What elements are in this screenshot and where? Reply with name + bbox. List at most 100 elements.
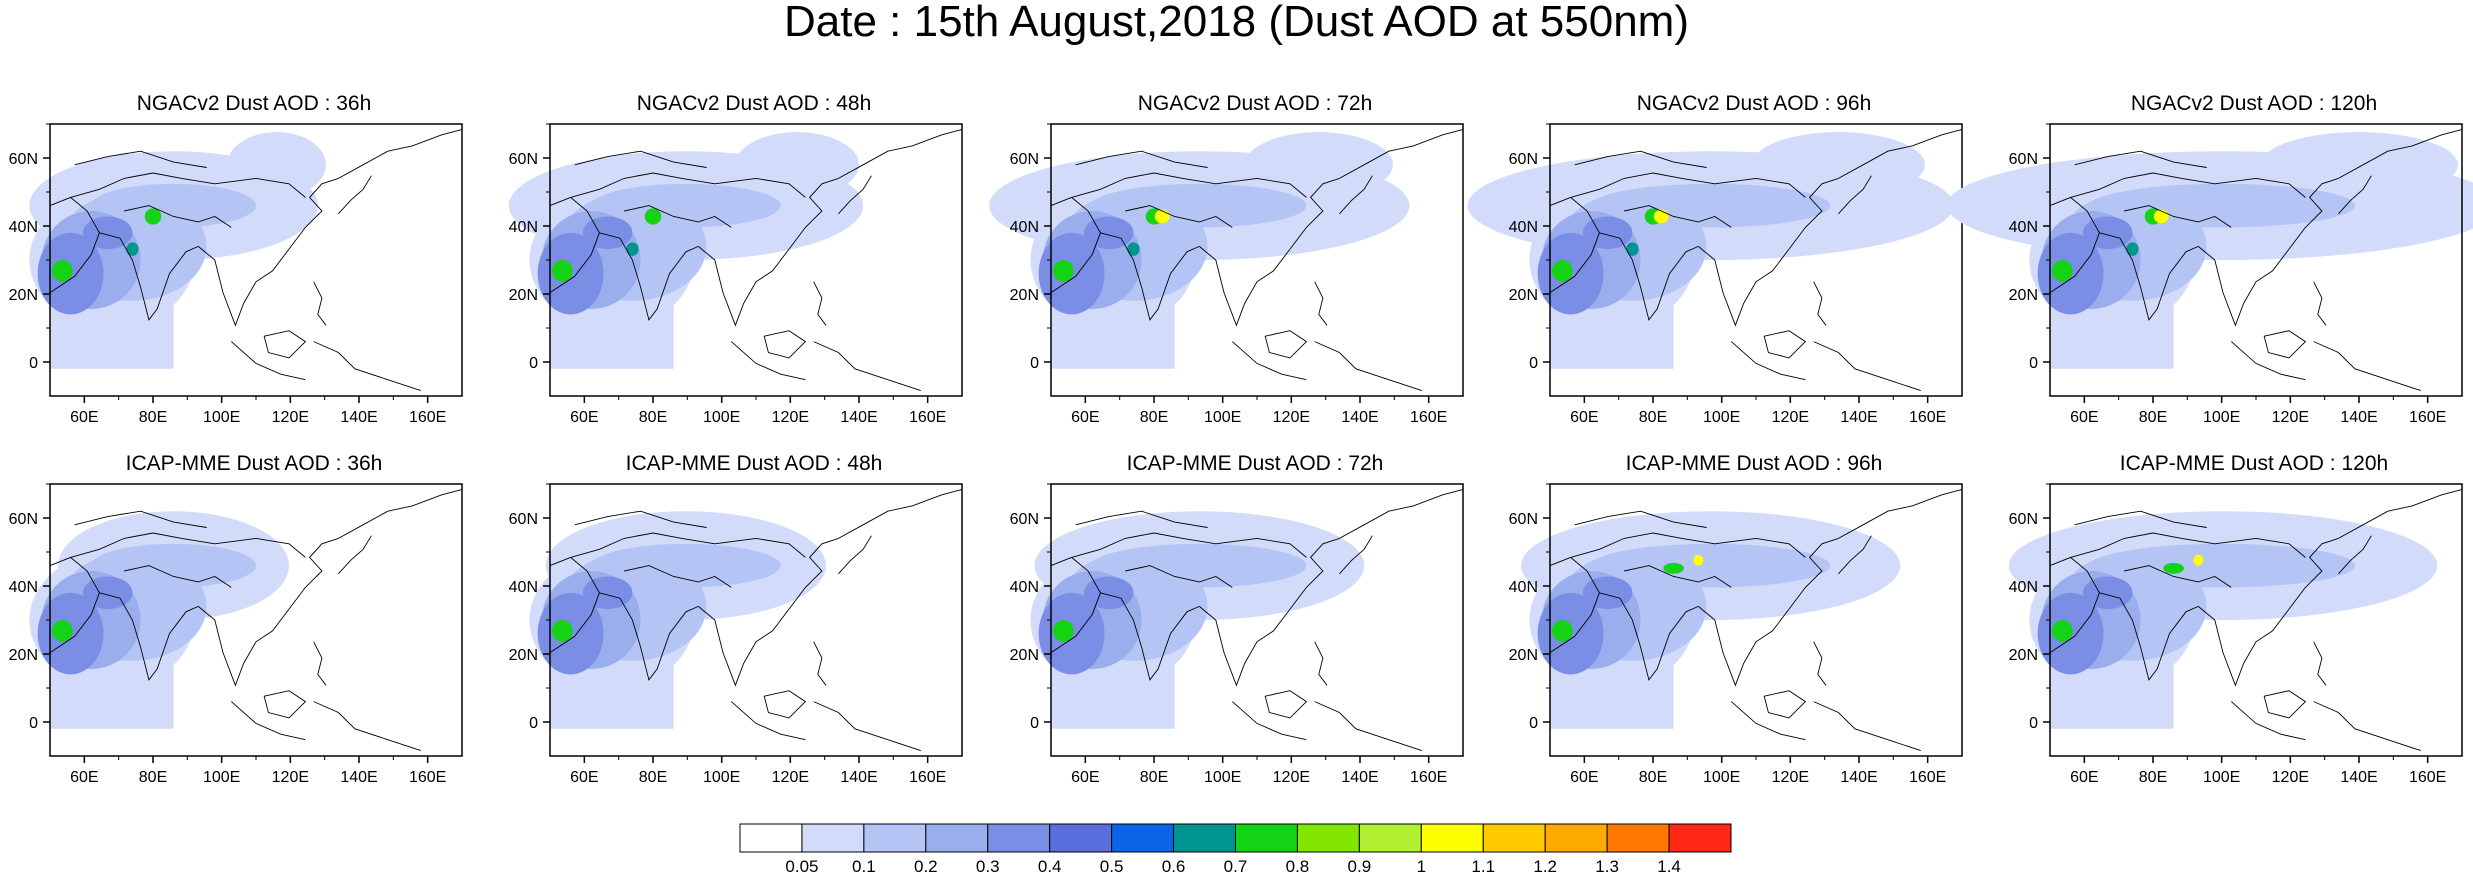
lat-tick-label: 0: [529, 715, 538, 732]
coastline: [49, 556, 100, 653]
coastline: [1289, 177, 1340, 250]
coastline: [1698, 606, 1790, 687]
coastline: [2124, 565, 2232, 588]
dust-core: [1582, 576, 1633, 610]
lon-tick-label: 60E: [70, 769, 98, 786]
lat-tick-label: 60N: [1509, 511, 1538, 528]
coastlines: [549, 128, 963, 392]
coastline: [1100, 592, 1200, 681]
coastline: [1075, 150, 1208, 168]
panel-title: ICAP-MME Dust AOD : 96h: [1625, 452, 1883, 475]
lat-tick-label: 20N: [2009, 647, 2038, 664]
colorbar-label: 0.5: [1100, 857, 1124, 874]
colorbar-label: 0.2: [914, 857, 938, 874]
dust-hotspot: [2126, 242, 2139, 256]
lon-tick-label: 80E: [639, 409, 667, 426]
coastline: [1232, 341, 1307, 381]
lat-tick-label: 40N: [1010, 579, 1039, 596]
lat-tick-label: 40N: [1509, 219, 1538, 236]
map-plot: 0 20N 40N 60N 60E 80E 100E 120E 140E 160E: [1010, 483, 1464, 786]
coastline: [1763, 690, 1807, 719]
dust-hotspot: [1053, 260, 1074, 282]
lon-tick-label: 60E: [2070, 769, 2098, 786]
lon-tick-label: 120E: [1273, 409, 1310, 426]
aod-field: [29, 511, 289, 729]
coastline: [1788, 537, 1839, 610]
lon-tick-label: 140E: [340, 409, 377, 426]
aod-field: [29, 132, 327, 369]
aod-field: [1467, 132, 1954, 369]
dust-haze-medium: [2091, 543, 2355, 588]
colorbar-box: [1482, 823, 1546, 853]
dust-haze-light: [2260, 132, 2458, 198]
lat-tick-label: 60N: [1010, 151, 1039, 168]
coastline: [1624, 205, 1732, 228]
map-plot: 0 20N 40N 60N 60E 80E 100E 120E 140E 160E: [9, 123, 463, 426]
coastlines: [549, 488, 963, 752]
colorbar-box: [987, 823, 1051, 853]
lon-tick-label: 120E: [2272, 769, 2309, 786]
coastline: [624, 205, 732, 228]
dust-core: [1083, 216, 1134, 250]
coastline: [788, 177, 839, 250]
dust-hotspot: [1053, 620, 1074, 642]
colorbar-box: [863, 823, 927, 853]
coastline: [1788, 177, 1839, 250]
coastline: [1289, 537, 1340, 610]
lat-tick-label: 0: [529, 355, 538, 372]
colorbar-box: [1049, 823, 1113, 853]
coastline: [2231, 701, 2306, 741]
panel-title: NGACv2 Dust AOD : 96h: [1636, 92, 1872, 115]
lon-tick-label: 80E: [639, 769, 667, 786]
dust-hotspot: [552, 260, 573, 282]
map-plot: 0 20N 40N 60N 60E 80E 100E 120E 140E 160E: [1467, 123, 1963, 426]
dust-haze-medium: [591, 183, 781, 228]
colorbar-graphic: 0.05 0.1 0.2 0.3 0.4 0.5 0.6 0.7 0.8 0.9 1 1.1 1.2 1.…: [739, 823, 1732, 874]
coastline: [1731, 701, 1806, 741]
colorbar-box: [1544, 823, 1608, 853]
coastline: [838, 488, 963, 539]
coastline: [574, 150, 707, 168]
dust-haze-medium: [1591, 543, 1831, 588]
lon-tick-label: 160E: [2409, 409, 2446, 426]
lon-tick-label: 140E: [1341, 409, 1378, 426]
coastline: [2313, 341, 2421, 392]
coastline: [1075, 510, 1208, 528]
coastline: [788, 537, 839, 610]
dust-hotspot: [1693, 554, 1704, 566]
lon-tick-label: 140E: [2340, 409, 2377, 426]
lat-tick-label: 20N: [1509, 647, 1538, 664]
coastline: [1574, 150, 1707, 168]
coastlines: [2049, 488, 2463, 752]
map-panel: ICAP-MME Dust AOD : 36h 0 20N 40N 60N 60E 80E 1…: [0, 452, 495, 812]
coastlines: [1050, 128, 1464, 392]
lon-tick-label: 80E: [139, 409, 167, 426]
lon-tick-label: 120E: [272, 769, 309, 786]
lat-tick-label: 40N: [2009, 219, 2038, 236]
dust-haze-medium: [1591, 183, 1831, 228]
coastline: [2231, 341, 2306, 381]
lat-tick-label: 20N: [1509, 287, 1538, 304]
coastline: [1599, 592, 1699, 681]
coastline: [838, 535, 872, 575]
lon-tick-label: 160E: [409, 409, 446, 426]
coastline: [1813, 701, 1921, 752]
lat-tick-label: 60N: [2009, 511, 2038, 528]
lon-tick-label: 100E: [2203, 409, 2240, 426]
coastline: [2070, 172, 2306, 198]
dust-hotspot: [644, 208, 662, 225]
lon-tick-label: 80E: [2139, 769, 2167, 786]
coastline: [2313, 701, 2421, 752]
coastline: [1071, 172, 1307, 198]
lon-tick-label: 120E: [2272, 409, 2309, 426]
panel-title: ICAP-MME Dust AOD : 36h: [125, 452, 383, 475]
coastline: [49, 196, 100, 293]
coastline: [763, 690, 807, 719]
coastline: [574, 510, 707, 528]
lat-tick-label: 0: [29, 715, 38, 732]
lon-tick-label: 100E: [1703, 409, 1740, 426]
colorbar-box: [925, 823, 989, 853]
coastline: [1549, 196, 1600, 293]
lon-tick-label: 80E: [139, 769, 167, 786]
coastline: [198, 606, 290, 687]
